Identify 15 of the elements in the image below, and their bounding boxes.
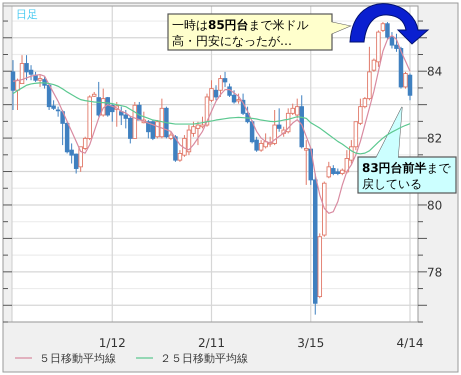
chart-title: 日足 <box>16 8 38 21</box>
annotation: 83円台前半まで戻している <box>362 161 452 191</box>
x-tick-label: 3/15 <box>297 336 324 350</box>
y-tick-label: 84 <box>427 64 442 79</box>
y-tick-label: 80 <box>427 198 442 212</box>
legend-label: ５日移動平均線 <box>39 352 116 365</box>
x-tick-label: 2/11 <box>198 336 225 350</box>
legend-item: ５日移動平均線 <box>15 352 116 365</box>
x-tick-label: 4/14 <box>396 336 424 350</box>
x-tick-label: 1/12 <box>98 336 126 350</box>
annotation: 一時は85円台まで米ドル高・円安になったが… <box>172 18 309 48</box>
y-tick-label: 82 <box>427 132 442 146</box>
legend-item: ２５日移動平均線 <box>136 352 248 365</box>
y-tick-label: 78 <box>427 265 442 280</box>
legend-label: ２５日移動平均線 <box>160 352 248 365</box>
